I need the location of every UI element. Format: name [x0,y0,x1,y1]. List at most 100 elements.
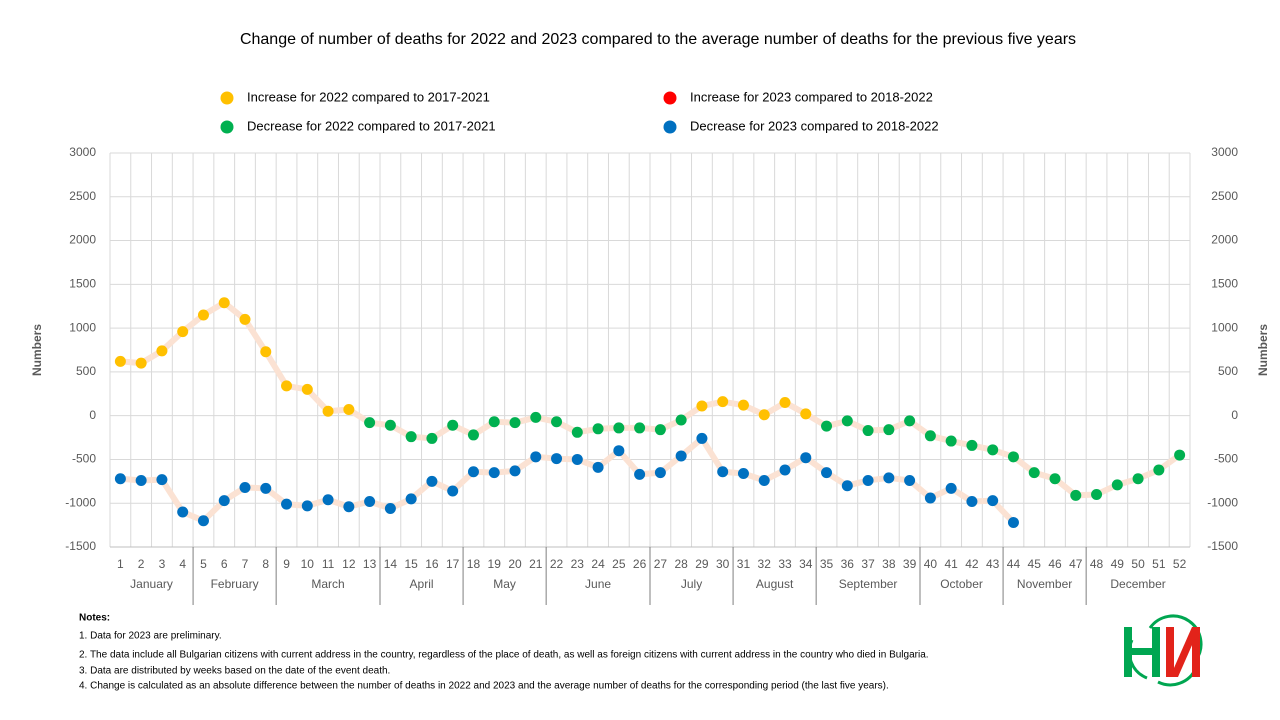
data-point [696,432,708,444]
x-tick-label: 49 [1111,557,1125,571]
data-point [1028,467,1040,479]
legend-marker [220,120,234,134]
x-tick-label: 48 [1090,557,1104,571]
data-point [218,495,230,507]
y2-tick-label: 2500 [1211,189,1238,203]
x-tick-label: 52 [1173,557,1187,571]
data-point [239,313,251,325]
data-point [592,423,604,435]
notes-heading: Notes: [79,613,110,624]
x-tick-label: 39 [903,557,917,571]
y-axis-title: Numbers [30,324,44,376]
x-tick-label: 26 [633,557,647,571]
x-tick-label: 50 [1131,557,1145,571]
x-tick-label: 19 [488,557,502,571]
x-tick-label: 27 [654,557,668,571]
x-tick-label: 6 [221,557,228,571]
data-point [343,501,355,513]
data-point [654,467,666,479]
x-tick-label: 24 [591,557,605,571]
legend-label: Increase for 2023 compared to 2018-2022 [690,89,933,104]
month-label: June [585,577,611,591]
data-point [654,424,666,436]
y2-tick-label: -500 [1214,452,1238,466]
month-label: April [410,577,434,591]
data-point [551,416,563,428]
x-tick-label: 9 [283,557,290,571]
data-point [737,399,749,411]
month-label: January [130,577,173,591]
month-label: October [940,577,983,591]
legend-marker [220,91,234,105]
data-point [488,467,500,479]
x-tick-label: 10 [301,557,315,571]
data-point [281,498,293,510]
data-point [883,424,895,436]
data-point [135,357,147,369]
data-point [779,464,791,476]
data-point [467,429,479,441]
y-tick-label: 3000 [69,145,96,159]
y2-tick-label: 1000 [1211,320,1238,334]
month-label: February [211,577,259,591]
note-item: 1. Data for 2023 are preliminary. [79,631,222,642]
chart-title: Change of number of deaths for 2022 and … [240,31,1076,48]
x-tick-label: 43 [986,557,1000,571]
data-point [447,419,459,431]
data-point [1174,449,1186,461]
data-point [841,415,853,427]
data-point [384,419,396,431]
data-point [613,422,625,434]
y-tick-label: -1500 [65,539,96,553]
data-point [675,450,687,462]
y2-tick-label: 2000 [1211,233,1238,247]
y2-tick-label: 1500 [1211,277,1238,291]
data-point [634,468,646,480]
data-point [364,495,376,507]
data-point [114,355,126,367]
y-tick-label: -1000 [65,495,96,509]
data-point [114,473,126,485]
data-point [758,474,770,486]
data-point [924,492,936,504]
data-point [467,466,479,478]
data-point [1153,464,1165,476]
month-label: September [839,577,898,591]
data-point [426,432,438,444]
data-point [156,345,168,357]
x-tick-label: 36 [841,557,855,571]
data-point [197,309,209,321]
x-tick-label: 35 [820,557,834,571]
y2-axis-title: Numbers [1256,324,1270,376]
data-point [945,435,957,447]
x-tick-label: 47 [1069,557,1083,571]
month-label: July [681,577,702,591]
month-label: November [1017,577,1072,591]
legend-label: Decrease for 2022 compared to 2017-2021 [247,118,496,133]
data-point [862,474,874,486]
data-point [301,383,313,395]
data-point [717,466,729,478]
data-point [281,380,293,392]
data-point [1007,451,1019,463]
legend-marker [663,91,677,105]
x-tick-label: 23 [571,557,585,571]
y-tick-label: 500 [76,364,96,378]
data-point [987,444,999,456]
data-point [260,482,272,494]
data-point [966,439,978,451]
x-tick-label: 7 [242,557,249,571]
data-point [1070,489,1082,501]
data-point [1111,479,1123,491]
month-label: December [1110,577,1165,591]
data-point [966,495,978,507]
data-point [177,326,189,338]
note-item: 4. Change is calculated as an absolute d… [79,681,889,692]
y-tick-label: 1000 [69,320,96,334]
x-tick-label: 16 [425,557,439,571]
data-point [530,411,542,423]
y-tick-label: 2500 [69,189,96,203]
month-label: March [311,577,344,591]
y2-tick-label: -1500 [1207,539,1238,553]
x-tick-label: 30 [716,557,730,571]
